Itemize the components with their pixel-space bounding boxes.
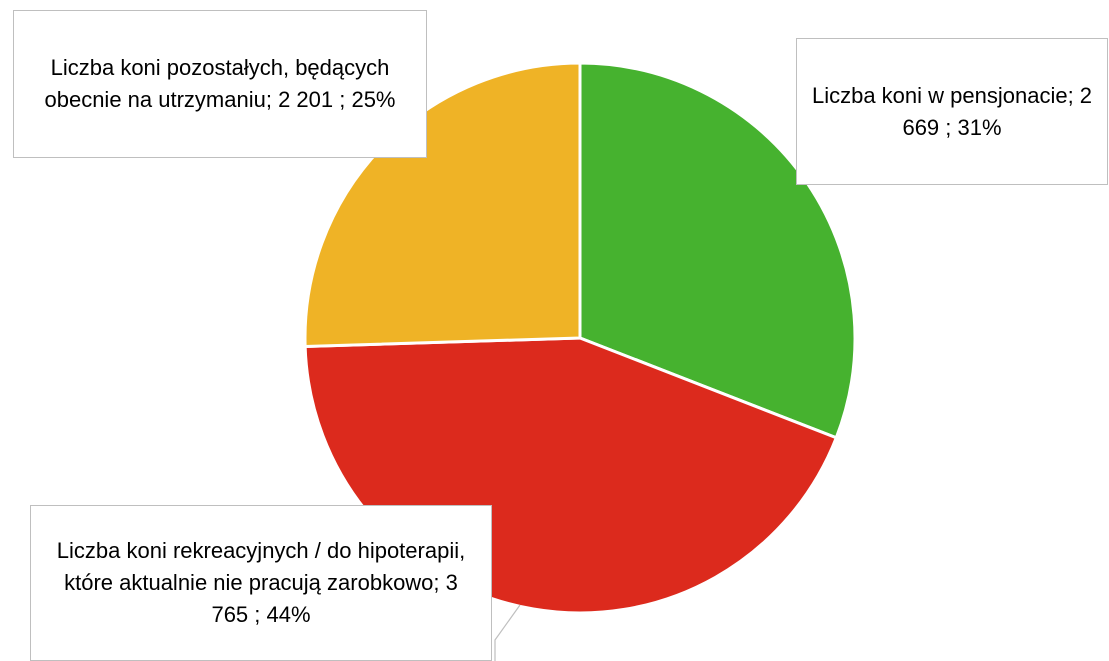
data-label: Liczba koni rekreacyjnych / do hipoterap…	[30, 505, 492, 661]
leader-line	[494, 604, 521, 661]
data-label: Liczba koni pozostałych, będących obecni…	[13, 10, 427, 158]
data-label: Liczba koni w pensjonacie; 2 669 ; 31%	[796, 38, 1108, 185]
